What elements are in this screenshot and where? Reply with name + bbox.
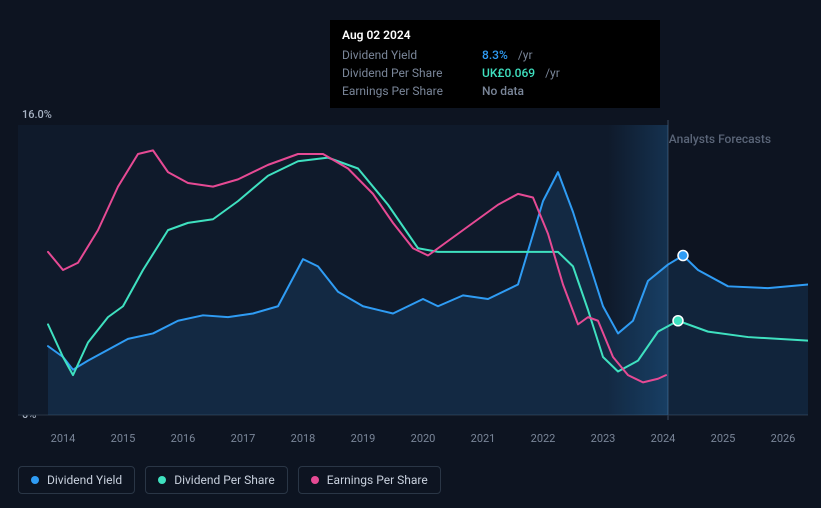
x-tick-label: 2017 bbox=[231, 432, 256, 445]
legend-item[interactable]: Dividend Yield bbox=[18, 466, 135, 494]
x-tick-label: 2026 bbox=[771, 432, 796, 445]
x-tick-label: 2014 bbox=[51, 432, 76, 445]
x-tick-label: 2024 bbox=[651, 432, 676, 445]
tooltip-date: Aug 02 2024 bbox=[342, 28, 648, 42]
x-tick-label: 2021 bbox=[471, 432, 496, 445]
chart-tooltip: Aug 02 2024 Dividend Yield8.3%/yrDividen… bbox=[330, 20, 660, 108]
legend-item[interactable]: Earnings Per Share bbox=[298, 466, 441, 494]
legend-dot-icon bbox=[31, 476, 39, 484]
tooltip-row-label: Dividend Per Share bbox=[342, 66, 474, 80]
x-tick-label: 2025 bbox=[711, 432, 736, 445]
legend-item-label: Dividend Yield bbox=[47, 473, 122, 487]
x-tick-label: 2016 bbox=[171, 432, 196, 445]
x-tick-label: 2020 bbox=[411, 432, 436, 445]
chart-legend: Dividend Yield Dividend Per Share Earnings… bbox=[18, 466, 441, 494]
tooltip-row-value: No data bbox=[482, 84, 524, 98]
tooltip-row-label: Dividend Yield bbox=[342, 48, 474, 62]
tooltip-row: Dividend Per Share UK£0.069/yr bbox=[342, 64, 648, 82]
legend-dot-icon bbox=[158, 476, 166, 484]
tooltip-row-value: 8.3% bbox=[482, 48, 508, 62]
tooltip-row-unit: /yr bbox=[518, 48, 533, 62]
x-tick-label: 2019 bbox=[351, 432, 376, 445]
x-tick-label: 2018 bbox=[291, 432, 316, 445]
legend-dot-icon bbox=[311, 476, 319, 484]
tooltip-row: Earnings Per Share No data bbox=[342, 82, 648, 100]
x-tick-label: 2015 bbox=[111, 432, 136, 445]
x-tick-label: 2022 bbox=[531, 432, 556, 445]
chart-plot-area bbox=[18, 105, 808, 435]
legend-item-label: Earnings Per Share bbox=[327, 473, 428, 487]
tooltip-row: Dividend Yield 8.3% /yr bbox=[342, 46, 648, 64]
x-axis-labels: 2014 2015 2016 2017 2018 2019 2020 2021 2022 2023… bbox=[18, 432, 808, 448]
tooltip-row-unit: /yr bbox=[545, 66, 560, 80]
legend-item-label: Dividend Per Share bbox=[174, 473, 275, 487]
legend-item[interactable]: Dividend Per Share bbox=[145, 466, 288, 494]
tooltip-row-value: UK£0.069 bbox=[482, 66, 535, 80]
tooltip-row-label: Earnings Per Share bbox=[342, 84, 474, 98]
x-tick-label: 2023 bbox=[591, 432, 616, 445]
